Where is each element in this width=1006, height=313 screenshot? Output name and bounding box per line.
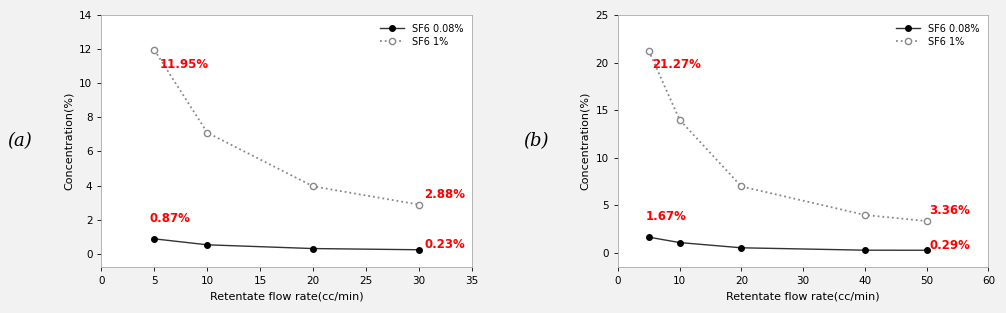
Y-axis label: Concentration(%): Concentration(%) <box>63 92 73 190</box>
Line: SF6 0.08%: SF6 0.08% <box>152 236 422 253</box>
Text: (a): (a) <box>8 132 32 150</box>
SF6 1% <box>920 219 933 223</box>
Line: SF6 1%: SF6 1% <box>151 47 423 208</box>
Text: 0.87%: 0.87% <box>149 212 190 225</box>
SF6 1% <box>148 48 160 52</box>
Text: 2.88%: 2.88% <box>425 187 466 201</box>
SF6 1% <box>307 184 319 188</box>
SF6 1% <box>412 203 425 207</box>
SF6 1% <box>859 213 871 217</box>
X-axis label: Retentate flow rate(cc/min): Retentate flow rate(cc/min) <box>210 292 363 302</box>
SF6 1% <box>735 185 747 188</box>
X-axis label: Retentate flow rate(cc/min): Retentate flow rate(cc/min) <box>726 292 880 302</box>
Text: 21.27%: 21.27% <box>652 58 701 71</box>
Legend: SF6 0.08%, SF6 1%: SF6 0.08%, SF6 1% <box>375 20 467 51</box>
SF6 0.08% <box>148 237 160 241</box>
SF6 1% <box>643 49 655 53</box>
SF6 0.08% <box>674 241 686 244</box>
Text: (b): (b) <box>523 132 549 150</box>
Text: 1.67%: 1.67% <box>646 210 686 223</box>
SF6 0.08% <box>201 243 213 247</box>
Text: 11.95%: 11.95% <box>160 58 209 71</box>
Legend: SF6 0.08%, SF6 1%: SF6 0.08%, SF6 1% <box>892 20 984 51</box>
Y-axis label: Concentration(%): Concentration(%) <box>580 92 591 190</box>
SF6 0.08% <box>920 249 933 252</box>
Text: 0.23%: 0.23% <box>425 238 465 251</box>
SF6 1% <box>201 131 213 135</box>
SF6 0.08% <box>735 246 747 250</box>
Text: 3.36%: 3.36% <box>930 204 971 217</box>
SF6 0.08% <box>307 247 319 250</box>
Line: SF6 0.08%: SF6 0.08% <box>646 234 930 253</box>
Text: 0.29%: 0.29% <box>930 239 971 252</box>
SF6 0.08% <box>859 248 871 252</box>
SF6 1% <box>674 118 686 122</box>
Line: SF6 1%: SF6 1% <box>646 48 930 224</box>
SF6 0.08% <box>412 248 425 252</box>
SF6 0.08% <box>643 235 655 239</box>
